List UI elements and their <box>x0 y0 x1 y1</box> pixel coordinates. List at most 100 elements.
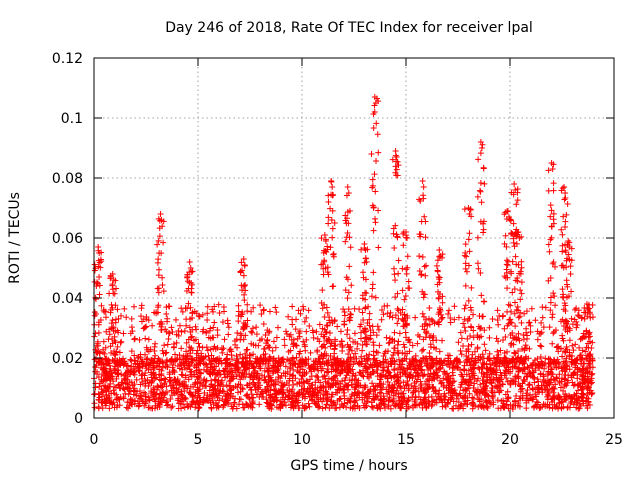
data-point <box>370 395 377 402</box>
data-point <box>436 290 443 297</box>
data-point <box>253 360 260 367</box>
data-point <box>346 316 353 323</box>
data-point <box>529 385 536 392</box>
data-point <box>463 268 470 275</box>
data-point <box>148 379 155 386</box>
data-point <box>185 362 192 369</box>
data-point <box>248 308 255 315</box>
data-point <box>290 372 297 379</box>
data-point <box>93 342 100 349</box>
data-point <box>438 311 445 318</box>
data-point <box>508 270 515 277</box>
data-point <box>168 324 175 331</box>
data-point <box>404 350 411 357</box>
data-point <box>96 350 103 357</box>
data-point <box>160 397 167 404</box>
data-point <box>297 357 304 364</box>
data-point <box>110 290 117 297</box>
data-point <box>465 236 472 243</box>
data-point <box>215 301 222 308</box>
data-point <box>474 345 481 352</box>
data-point <box>393 172 400 179</box>
data-point <box>415 332 422 339</box>
data-point <box>326 330 333 337</box>
data-point <box>515 400 522 407</box>
chart-title: Day 246 of 2018, Rate Of TEC Index for r… <box>165 20 533 36</box>
data-point <box>154 404 161 411</box>
data-point <box>287 347 294 354</box>
data-point <box>494 348 501 355</box>
data-point <box>367 332 374 339</box>
data-point <box>200 326 207 333</box>
data-point <box>279 402 286 409</box>
data-point <box>526 319 533 326</box>
data-point <box>434 373 441 380</box>
data-point <box>174 397 181 404</box>
data-point <box>574 321 581 328</box>
data-point <box>241 297 248 304</box>
data-point <box>436 318 443 325</box>
data-point <box>211 343 218 350</box>
data-point <box>223 367 230 374</box>
data-point <box>372 188 379 195</box>
data-point <box>378 316 385 323</box>
data-point <box>215 360 222 367</box>
data-point <box>518 290 525 297</box>
data-point <box>506 316 513 323</box>
data-point <box>559 332 566 339</box>
data-point <box>439 337 446 344</box>
data-point <box>550 330 557 337</box>
data-point <box>545 356 552 363</box>
data-point <box>122 372 129 379</box>
data-point <box>386 394 393 401</box>
data-point <box>556 400 563 407</box>
data-point <box>148 389 155 396</box>
data-point <box>441 396 448 403</box>
data-point <box>430 360 437 367</box>
data-point <box>366 322 373 329</box>
data-point <box>560 294 567 301</box>
data-point <box>391 271 398 278</box>
data-point <box>486 350 493 357</box>
data-point <box>513 306 520 313</box>
data-point <box>106 326 113 333</box>
data-point <box>466 372 473 379</box>
data-point <box>319 374 326 381</box>
data-point <box>287 331 294 338</box>
y-tick-label: 0.02 <box>52 351 83 367</box>
data-point <box>573 324 580 331</box>
data-point <box>242 287 249 294</box>
data-point <box>389 156 396 163</box>
data-point <box>332 359 339 366</box>
data-point <box>192 323 199 330</box>
data-point <box>250 372 257 379</box>
data-point <box>512 373 519 380</box>
data-point <box>550 290 557 297</box>
data-point <box>469 394 476 401</box>
data-point <box>570 347 577 354</box>
data-point <box>187 265 194 271</box>
data-point <box>463 348 470 355</box>
data-point <box>295 307 302 314</box>
data-point <box>403 356 410 363</box>
data-point <box>98 302 105 309</box>
data-point <box>209 306 216 313</box>
data-point <box>422 218 429 225</box>
data-point <box>545 392 552 399</box>
data-point <box>306 322 313 329</box>
data-point <box>287 404 294 411</box>
data-point <box>559 185 566 192</box>
data-point <box>563 366 570 373</box>
data-point <box>327 384 334 391</box>
data-point <box>183 339 190 346</box>
data-point <box>569 342 576 349</box>
data-point <box>166 371 173 378</box>
data-point <box>235 318 242 325</box>
data-point <box>573 404 580 411</box>
data-point <box>292 326 299 333</box>
data-point <box>108 390 115 397</box>
data-point <box>372 100 379 106</box>
data-point <box>511 299 518 306</box>
data-point <box>155 398 162 405</box>
data-point <box>527 372 534 379</box>
